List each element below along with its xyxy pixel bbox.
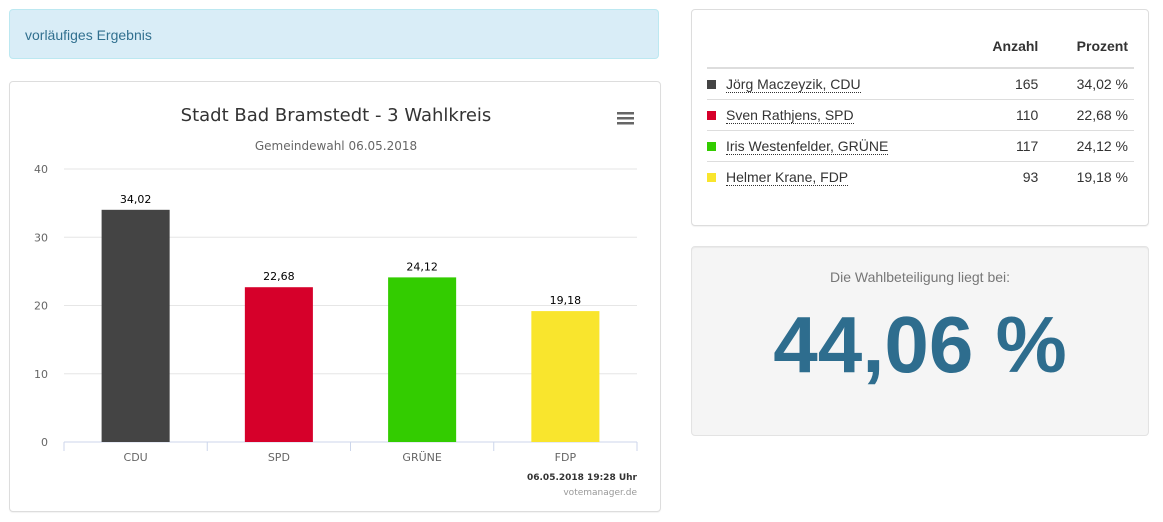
data-label: 24,12	[406, 260, 438, 273]
header-count: Anzahl	[963, 25, 1045, 69]
chart-title: Stadt Bad Bramstedt - 3 Wahlkreis	[181, 105, 492, 126]
bar-chart: Stadt Bad Bramstedt - 3 Wahlkreis Gemein…	[34, 105, 638, 498]
percent-cell: 22,68 %	[1044, 99, 1134, 131]
table-row: Sven Rathjens, SPD 110 22,68 %	[707, 99, 1134, 131]
chart-labels: 0 10 20 30 40 34,02 CDU 22,68 SPD 24,12 GRÜNE 19,18…	[34, 163, 581, 464]
y-tick-label: 20	[34, 300, 48, 313]
table-row: Jörg Maczeyzik, CDU 165 34,02 %	[707, 68, 1134, 100]
candidate-name[interactable]: Helmer Krane, FDP	[726, 169, 849, 186]
candidate-name[interactable]: Jörg Maczeyzik, CDU	[726, 76, 861, 93]
table-row: Iris Westenfelder, GRÜNE 117 24,12 %	[707, 130, 1134, 162]
candidate-cell: Helmer Krane, FDP	[707, 161, 964, 192]
header-candidate	[707, 25, 964, 69]
y-tick-label: 30	[34, 231, 48, 244]
header-percent: Prozent	[1044, 25, 1134, 69]
candidate-cell: Sven Rathjens, SPD	[707, 99, 964, 131]
color-swatch	[707, 80, 716, 89]
candidate-name[interactable]: Iris Westenfelder, GRÜNE	[726, 138, 889, 155]
y-tick-label: 40	[34, 163, 48, 176]
results-panel: Anzahl Prozent Jörg Maczeyzik, CDU 165 3…	[691, 9, 1149, 226]
count-cell: 117	[963, 130, 1045, 162]
results-table: Anzahl Prozent Jörg Maczeyzik, CDU 165 3…	[707, 25, 1134, 192]
bar-fdp[interactable]	[531, 311, 600, 442]
turnout-panel: Die Wahlbeteiligung liegt bei: 44,06 %	[691, 246, 1149, 436]
data-label: 19,18	[550, 294, 582, 307]
color-swatch	[707, 111, 716, 120]
data-label: 34,02	[120, 193, 152, 206]
table-row: Helmer Krane, FDP 93 19,18 %	[707, 161, 1134, 192]
turnout-value: 44,06 %	[773, 300, 1067, 389]
candidate-name[interactable]: Sven Rathjens, SPD	[726, 107, 854, 124]
count-cell: 165	[1014, 76, 1039, 92]
turnout-label: Die Wahlbeteiligung liegt bei:	[829, 269, 1011, 285]
chart-bars	[101, 209, 600, 442]
count-cell: 110	[963, 99, 1045, 131]
preliminary-result-alert: vorläufiges Ergebnis	[9, 9, 659, 59]
y-tick-label: 0	[41, 436, 48, 449]
x-tick-label: SPD	[268, 451, 290, 464]
color-swatch	[707, 173, 716, 182]
y-tick-label: 10	[34, 368, 48, 381]
percent-cell: 24,12 %	[1044, 130, 1134, 162]
percent-cell: 19,18 %	[1044, 161, 1134, 192]
table-header-row: Anzahl Prozent	[707, 25, 1134, 69]
alert-text: vorläufiges Ergebnis	[25, 27, 152, 43]
bar-cdu[interactable]	[101, 209, 170, 442]
x-tick-label: CDU	[124, 451, 148, 464]
color-swatch	[707, 142, 716, 151]
chart-subtitle: Gemeindewahl 06.05.2018	[255, 139, 417, 153]
candidate-cell: Jörg Maczeyzik, CDU	[707, 68, 963, 100]
percent-cell: 34,02 %	[1076, 76, 1128, 92]
chart-panel: Stadt Bad Bramstedt - 3 Wahlkreis Gemein…	[9, 81, 661, 512]
count-cell: 93	[963, 161, 1045, 192]
x-tick-label: FDP	[555, 451, 577, 464]
x-tick-label: GRÜNE	[402, 451, 441, 464]
chart-credit-link[interactable]: votemanager.de	[563, 488, 637, 498]
chart-timestamp: 06.05.2018 19:28 Uhr	[527, 473, 638, 483]
candidate-cell: Iris Westenfelder, GRÜNE	[707, 130, 964, 162]
bar-spd[interactable]	[244, 287, 313, 442]
data-label: 22,68	[263, 270, 295, 283]
hamburger-menu-icon[interactable]	[612, 106, 638, 130]
bar-grüne[interactable]	[388, 277, 457, 442]
